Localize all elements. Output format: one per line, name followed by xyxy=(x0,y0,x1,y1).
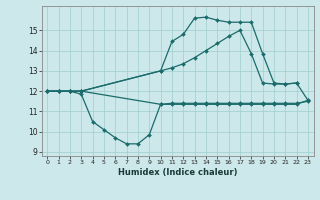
X-axis label: Humidex (Indice chaleur): Humidex (Indice chaleur) xyxy=(118,168,237,177)
